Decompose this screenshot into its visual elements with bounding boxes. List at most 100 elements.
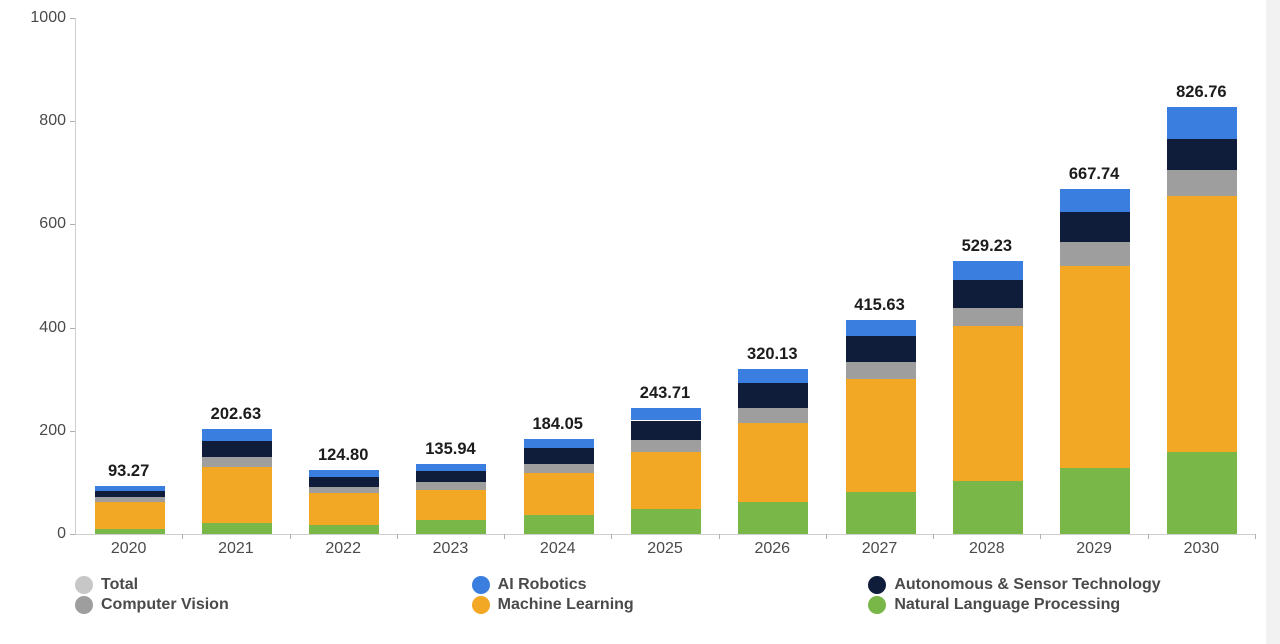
bar-group	[953, 261, 1023, 534]
x-tick-label: 2023	[433, 540, 469, 558]
scrollbar-gutter	[1266, 0, 1280, 644]
legend-item-total[interactable]: Total	[75, 576, 462, 594]
legend-label: Machine Learning	[498, 596, 634, 614]
legend-label: Computer Vision	[101, 596, 229, 614]
bar-segment-air	[846, 320, 916, 337]
y-tick-label: 800	[6, 112, 66, 130]
bar-segment-ast	[631, 421, 701, 441]
bar-segment-air	[1167, 107, 1237, 138]
y-tick-label: 200	[6, 422, 66, 440]
y-tick-mark	[70, 18, 75, 19]
bar-segment-cv	[631, 440, 701, 452]
bar-segment-ml	[416, 490, 486, 520]
stacked-bar-chart: 02004006008001000202093.272021202.632022…	[0, 0, 1280, 644]
bar-group	[202, 429, 272, 534]
y-tick-label: 600	[6, 215, 66, 233]
bar-segment-nlp	[416, 520, 486, 534]
bar-segment-nlp	[524, 515, 594, 534]
legend-item-air[interactable]: AI Robotics	[472, 576, 859, 594]
bar-segment-ml	[846, 379, 916, 491]
bar-segment-ast	[1060, 212, 1130, 243]
x-tick-label: 2024	[540, 540, 576, 558]
bar-segment-ml	[524, 473, 594, 515]
legend-item-ast[interactable]: Autonomous & Sensor Technology	[868, 576, 1255, 594]
bar-segment-ml	[738, 423, 808, 501]
bar-group	[309, 470, 379, 534]
legend-item-cv[interactable]: Computer Vision	[75, 596, 462, 614]
bar-group	[1167, 107, 1237, 534]
bar-segment-ml	[1060, 266, 1130, 468]
x-tick-label: 2021	[218, 540, 254, 558]
legend-item-ml[interactable]: Machine Learning	[472, 596, 859, 614]
bar-segment-ast	[202, 441, 272, 456]
bar-segment-air	[953, 261, 1023, 280]
bar-segment-air	[524, 439, 594, 448]
legend-swatch	[75, 596, 93, 614]
bar-segment-ml	[202, 467, 272, 523]
y-tick-mark	[70, 224, 75, 225]
x-tick-mark	[826, 534, 827, 539]
bar-group	[416, 464, 486, 534]
bar-segment-cv	[202, 457, 272, 467]
x-tick-mark	[1148, 534, 1149, 539]
y-tick-mark	[70, 328, 75, 329]
bar-segment-cv	[953, 308, 1023, 326]
legend-label: Autonomous & Sensor Technology	[894, 576, 1160, 594]
bar-segment-ast	[846, 336, 916, 362]
bar-segment-ast	[416, 471, 486, 482]
legend-label: AI Robotics	[498, 576, 587, 594]
bar-total-label: 93.27	[69, 462, 189, 481]
bar-group	[1060, 189, 1130, 534]
x-tick-mark	[611, 534, 612, 539]
bar-segment-cv	[524, 464, 594, 473]
bar-segment-nlp	[846, 492, 916, 534]
bar-segment-air	[202, 429, 272, 441]
bar-group	[846, 320, 916, 534]
x-tick-mark	[397, 534, 398, 539]
x-tick-mark	[1255, 534, 1256, 539]
y-tick-mark	[70, 121, 75, 122]
bar-total-label: 826.76	[1141, 83, 1261, 102]
y-tick-label: 1000	[6, 9, 66, 27]
bar-segment-air	[416, 464, 486, 471]
legend-label: Natural Language Processing	[894, 596, 1120, 614]
bar-segment-ast	[738, 383, 808, 408]
bar-segment-ml	[953, 326, 1023, 481]
x-tick-label: 2020	[111, 540, 147, 558]
legend-swatch	[472, 576, 490, 594]
bar-segment-air	[95, 486, 165, 491]
x-tick-label: 2027	[862, 540, 898, 558]
bar-segment-ml	[309, 493, 379, 525]
bar-segment-cv	[309, 487, 379, 493]
bar-segment-nlp	[309, 525, 379, 534]
legend-label: Total	[101, 576, 138, 594]
legend-swatch	[472, 596, 490, 614]
bar-total-label: 184.05	[498, 415, 618, 434]
x-tick-mark	[1040, 534, 1041, 539]
bar-total-label: 667.74	[1034, 165, 1154, 184]
bar-group	[95, 486, 165, 534]
x-tick-mark	[290, 534, 291, 539]
y-tick-mark	[70, 534, 75, 535]
bar-total-label: 529.23	[927, 237, 1047, 256]
bar-segment-nlp	[202, 523, 272, 534]
bar-total-label: 320.13	[712, 345, 832, 364]
bar-segment-nlp	[95, 529, 165, 534]
x-tick-label: 2022	[325, 540, 361, 558]
x-tick-label: 2026	[754, 540, 790, 558]
bar-group	[524, 439, 594, 534]
x-tick-label: 2029	[1076, 540, 1112, 558]
x-tick-label: 2030	[1184, 540, 1220, 558]
y-tick-mark	[70, 431, 75, 432]
legend-swatch	[868, 576, 886, 594]
bar-segment-nlp	[738, 502, 808, 535]
x-tick-mark	[933, 534, 934, 539]
bar-segment-ml	[631, 452, 701, 509]
x-tick-mark	[719, 534, 720, 539]
bar-segment-cv	[738, 408, 808, 423]
bar-segment-cv	[846, 362, 916, 379]
bar-segment-nlp	[631, 509, 701, 534]
bar-segment-nlp	[1060, 468, 1130, 534]
legend-item-nlp[interactable]: Natural Language Processing	[868, 596, 1255, 614]
bar-segment-nlp	[1167, 452, 1237, 534]
